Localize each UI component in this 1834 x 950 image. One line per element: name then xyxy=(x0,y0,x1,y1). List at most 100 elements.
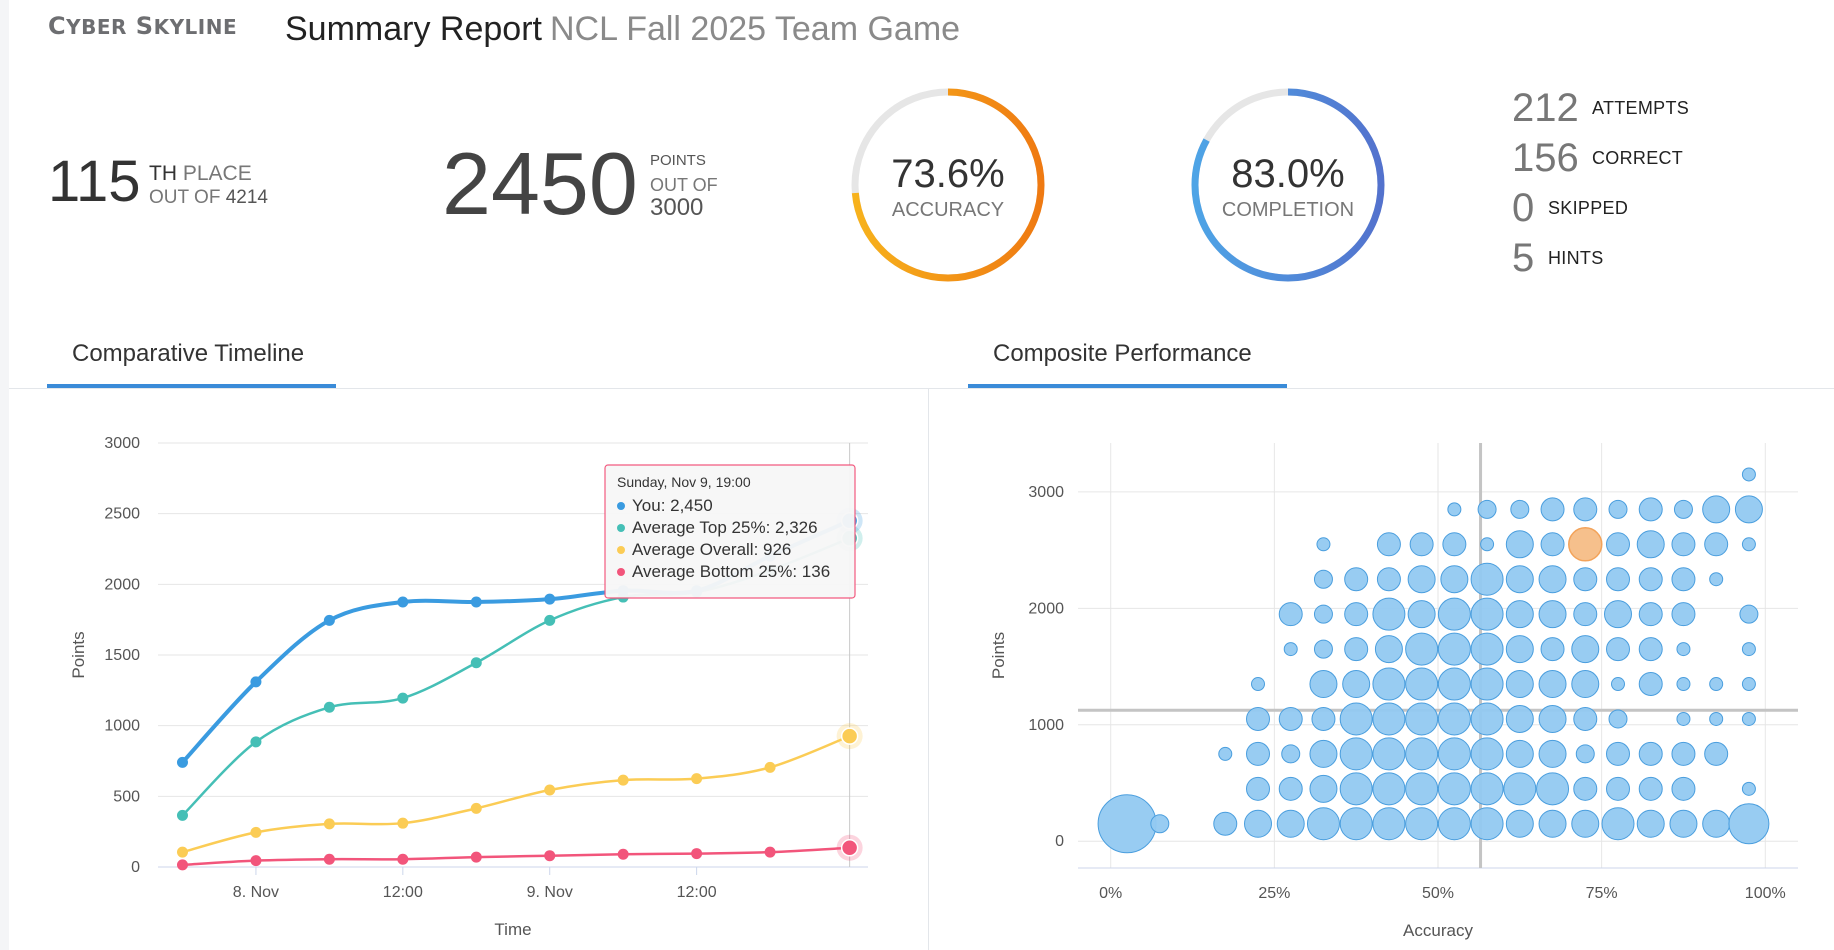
y-tick-label: 500 xyxy=(113,788,140,805)
bubble xyxy=(1510,499,1530,519)
series-point-overall xyxy=(470,802,482,814)
bubble xyxy=(1538,704,1567,733)
bubble xyxy=(1505,530,1534,559)
series-line-overall xyxy=(182,734,851,854)
series-point-bottom25 xyxy=(840,839,859,857)
completion-value: 83.0% xyxy=(1231,152,1345,196)
bubble xyxy=(1097,794,1157,854)
series-point-overall xyxy=(764,761,776,773)
page-title: Summary Report xyxy=(285,10,542,48)
bubble xyxy=(1741,537,1756,552)
bubble xyxy=(1638,776,1663,801)
bubble xyxy=(1372,597,1406,631)
bubble xyxy=(1278,706,1303,731)
bubble xyxy=(1503,772,1537,806)
completion-label: COMPLETION xyxy=(1221,199,1355,221)
bubble xyxy=(1669,809,1698,838)
bubble xyxy=(1276,809,1305,838)
bubble xyxy=(1673,499,1693,519)
y-axis-title: Points xyxy=(989,632,1008,679)
x-axis-title: Time xyxy=(494,920,531,939)
series-point-overall xyxy=(840,727,859,745)
series-point-bottom25 xyxy=(764,846,776,858)
bubble xyxy=(1741,711,1756,726)
place-suffix: TH PLACE xyxy=(149,162,252,185)
y-tick-label: 2500 xyxy=(104,506,140,523)
series-point-overall xyxy=(617,774,629,786)
tooltip-date: Sunday, Nov 9, 19:00 xyxy=(617,474,751,490)
tab-composite-performance-underline xyxy=(968,384,1287,388)
bubble xyxy=(1638,741,1663,766)
points-label: POINTS xyxy=(650,152,706,169)
bubble xyxy=(1702,809,1731,838)
bubble xyxy=(1437,737,1471,771)
tooltip-line-bottom25: Average Bottom 25%: 136 xyxy=(632,562,830,581)
x-tick-label: 8. Nov xyxy=(233,884,279,901)
bubble xyxy=(1313,569,1333,589)
bubble xyxy=(1437,597,1471,631)
series-point-overall xyxy=(250,826,262,838)
x-tick-label: 100% xyxy=(1745,885,1786,902)
bubble xyxy=(1709,677,1724,692)
bubble xyxy=(1372,737,1406,771)
bubble-you xyxy=(1568,527,1603,562)
bubble xyxy=(1608,499,1628,519)
bubble xyxy=(1306,807,1340,841)
bubble xyxy=(1741,677,1756,692)
bubble xyxy=(1342,670,1371,699)
bubble xyxy=(1246,741,1270,766)
bubble xyxy=(1671,567,1696,592)
x-tick-label: 50% xyxy=(1422,885,1454,902)
bubble xyxy=(1447,502,1462,517)
place-number: 115 xyxy=(48,149,141,214)
y-tick-label: 2000 xyxy=(104,576,140,593)
series-point-overall xyxy=(544,784,556,796)
tab-composite-performance[interactable]: Composite Performance xyxy=(993,340,1252,367)
bubble xyxy=(1405,667,1439,701)
bubble xyxy=(1741,642,1756,657)
series-point-top25 xyxy=(176,809,188,821)
bubble xyxy=(1405,702,1439,736)
hints-stat: 5 HINTS xyxy=(1512,236,1604,281)
bubble xyxy=(1437,702,1471,736)
accuracy-readout: 73.6% ACCURACY xyxy=(848,152,1048,222)
panel-divider xyxy=(928,388,929,950)
bubble xyxy=(1374,635,1403,664)
series-point-top25 xyxy=(470,657,482,669)
bubble xyxy=(1311,706,1336,731)
bubble xyxy=(1505,565,1534,594)
series-point-bottom25 xyxy=(617,848,629,860)
bubble xyxy=(1480,537,1495,552)
bubble xyxy=(1573,602,1598,627)
accuracy-ring-fill xyxy=(851,88,1045,282)
hints-label: HINTS xyxy=(1548,248,1604,268)
x-tick-label: 12:00 xyxy=(383,884,423,901)
bubble xyxy=(1437,772,1471,806)
series-point-bottom25 xyxy=(176,859,188,871)
series-point-bottom25 xyxy=(544,850,556,862)
hints-count: 5 xyxy=(1512,236,1535,280)
tab-comparative-timeline[interactable]: Comparative Timeline xyxy=(72,340,305,367)
bubble xyxy=(1538,600,1567,629)
x-axis-title: Accuracy xyxy=(1403,921,1473,940)
bubble xyxy=(1251,677,1265,692)
skipped-stat: 0 SKIPPED xyxy=(1512,186,1628,231)
tooltip-marker-you xyxy=(617,502,625,510)
attempts-stat: 212 ATTEMPTS xyxy=(1512,86,1689,131)
x-tick-label: 25% xyxy=(1258,885,1290,902)
bubble xyxy=(1213,811,1238,836)
tooltip-line-overall: Average Overall: 926 xyxy=(632,540,791,559)
points-out-of-label: OUT OF xyxy=(650,175,718,195)
bubble xyxy=(1573,776,1598,801)
series-point-top25 xyxy=(544,614,556,626)
bubble xyxy=(1676,677,1691,692)
bubble xyxy=(1470,597,1504,631)
y-tick-label: 1000 xyxy=(1028,717,1064,734)
bubble xyxy=(1470,737,1504,771)
y-tick-label: 3000 xyxy=(104,435,140,452)
bubble xyxy=(1470,632,1504,666)
bubble xyxy=(1538,809,1567,838)
bubble xyxy=(1536,772,1570,806)
series-point-you xyxy=(470,596,482,608)
bubble xyxy=(1313,639,1333,659)
